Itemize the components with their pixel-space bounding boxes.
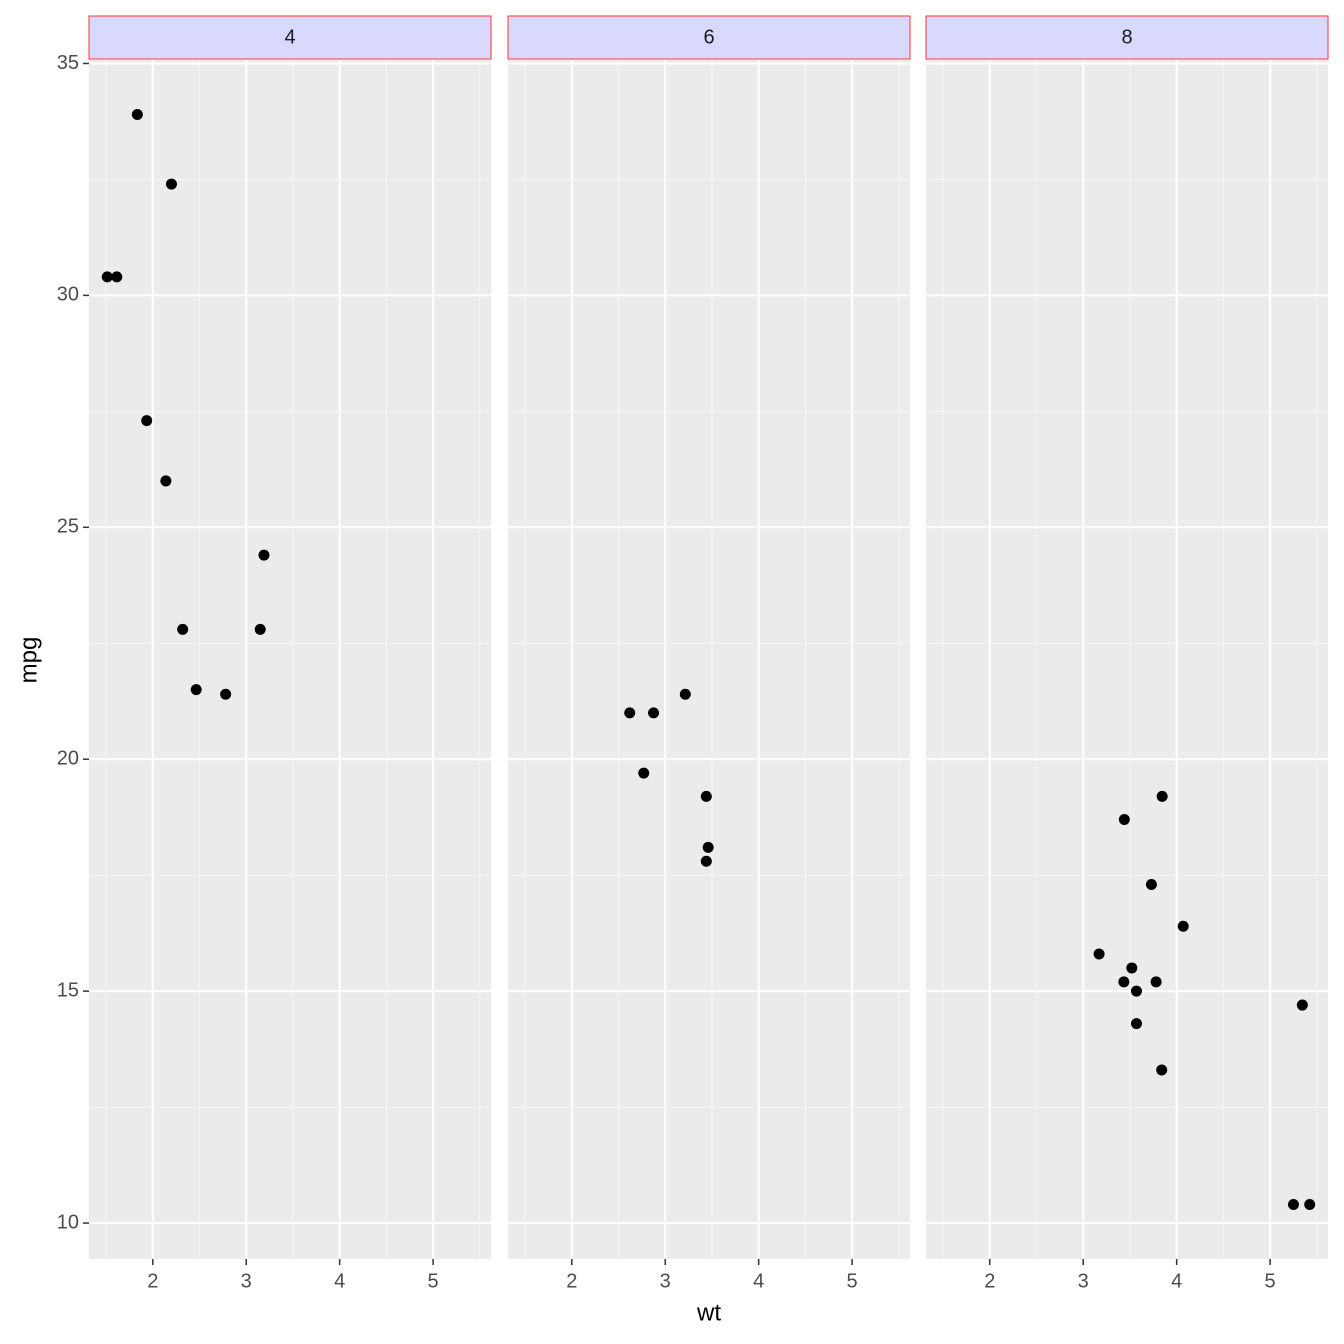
point — [1156, 790, 1168, 802]
y-tick-label: 10 — [57, 1211, 79, 1233]
strip-label: 8 — [1121, 26, 1132, 48]
point — [254, 623, 266, 635]
y-axis-title: mpg — [15, 637, 42, 684]
panel — [89, 60, 491, 1259]
point — [1118, 976, 1130, 988]
y-tick-label: 15 — [57, 979, 79, 1001]
point — [1145, 878, 1157, 890]
x-tick-label: 5 — [428, 1270, 439, 1292]
point — [1118, 814, 1130, 826]
point — [1126, 962, 1138, 974]
y-tick-label: 25 — [57, 516, 79, 538]
point — [638, 767, 650, 779]
point — [177, 623, 189, 635]
point — [1177, 920, 1189, 932]
point — [1156, 1064, 1168, 1076]
y-tick-label: 35 — [57, 52, 79, 74]
point — [160, 475, 172, 487]
x-tick-label: 2 — [984, 1270, 995, 1292]
point — [702, 841, 714, 853]
point — [220, 688, 232, 700]
strip-label: 6 — [703, 26, 714, 48]
point — [258, 549, 270, 561]
strip — [88, 15, 492, 60]
point — [1130, 1018, 1142, 1030]
x-tick-label: 4 — [753, 1270, 764, 1292]
point — [700, 855, 712, 867]
point — [1304, 1199, 1316, 1210]
y-tick-label: 20 — [57, 748, 79, 770]
x-tick-label: 5 — [1265, 1270, 1276, 1292]
x-tick-label: 3 — [660, 1270, 671, 1292]
x-tick-label: 2 — [147, 1270, 158, 1292]
point — [679, 688, 691, 700]
point — [1296, 999, 1308, 1011]
point — [101, 271, 113, 283]
x-tick-label: 2 — [566, 1270, 577, 1292]
strip — [925, 15, 1329, 60]
y-tick-label: 30 — [57, 284, 79, 306]
point — [131, 109, 143, 120]
point — [165, 178, 177, 190]
point — [1130, 985, 1142, 997]
strip-label: 4 — [284, 26, 295, 48]
point — [648, 707, 660, 719]
x-tick-label: 3 — [1078, 1270, 1089, 1292]
x-tick-label: 3 — [241, 1270, 252, 1292]
point — [190, 684, 202, 696]
panel — [508, 60, 910, 1259]
panel — [926, 60, 1328, 1259]
x-axis-title: wt — [696, 1299, 721, 1326]
point — [700, 790, 712, 802]
x-tick-label: 4 — [1171, 1270, 1182, 1292]
point — [1093, 948, 1105, 960]
point — [1287, 1199, 1299, 1210]
point — [141, 415, 153, 427]
x-tick-label: 5 — [847, 1270, 858, 1292]
point — [1150, 976, 1162, 988]
x-tick-label: 4 — [334, 1270, 345, 1292]
strip — [507, 15, 911, 60]
point — [624, 707, 636, 719]
point — [111, 271, 123, 283]
